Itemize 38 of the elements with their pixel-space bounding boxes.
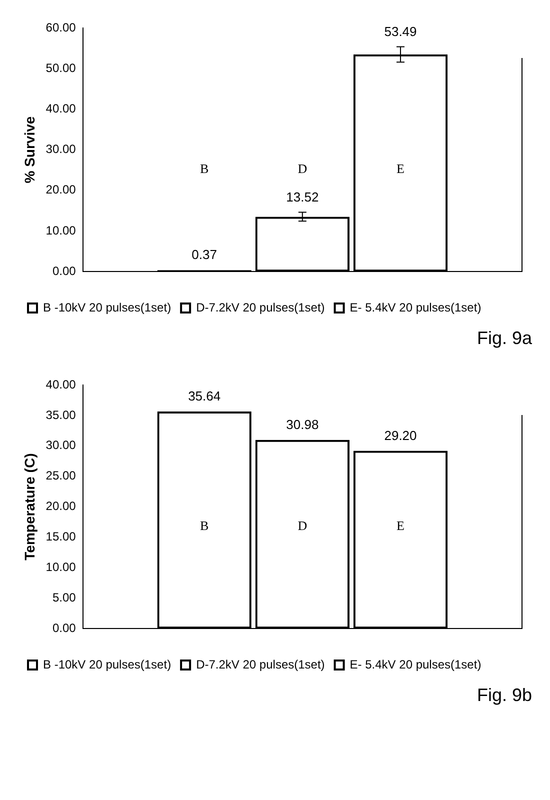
data-label: 35.64 xyxy=(188,388,221,404)
caption: Fig. 9b xyxy=(476,685,533,706)
data-label: 53.49 xyxy=(384,24,417,39)
y-axis-title: Temperature (C) xyxy=(21,453,38,560)
legend-label: B -10kV 20 pulses(1set) xyxy=(43,300,172,314)
y-tick-label: 35.00 xyxy=(46,408,76,422)
legend-label: E- 5.4kV 20 pulses(1set) xyxy=(350,300,482,314)
y-tick-label: 25.00 xyxy=(46,468,76,483)
data-label: 13.52 xyxy=(286,189,319,204)
data-label: 29.20 xyxy=(384,428,417,443)
y-tick-label: 30.00 xyxy=(46,142,76,156)
annotation: D xyxy=(298,161,308,176)
y-tick-label: 0.00 xyxy=(52,620,76,635)
data-label: 30.98 xyxy=(286,417,319,432)
y-axis-title: % Survive xyxy=(21,116,38,184)
y-tick-label: 20.00 xyxy=(46,182,76,197)
data-label: 0.37 xyxy=(192,247,217,262)
annotation: D xyxy=(298,518,308,534)
y-tick-label: 40.00 xyxy=(46,102,76,116)
annotation: E xyxy=(396,518,405,534)
annotation: B xyxy=(200,518,209,534)
y-tick-label: 20.00 xyxy=(46,499,76,514)
legend-label: D-7.2kV 20 pulses(1set) xyxy=(196,300,325,314)
legend-label: D-7.2kV 20 pulses(1set) xyxy=(196,657,325,672)
y-tick-label: 50.00 xyxy=(46,60,76,75)
y-tick-label: 5.00 xyxy=(52,590,76,604)
y-tick-label: 10.00 xyxy=(46,560,76,574)
y-tick-label: 40.00 xyxy=(46,377,76,392)
y-tick-label: 0.00 xyxy=(52,264,76,278)
annotation: B xyxy=(200,161,209,176)
annotation: E xyxy=(396,161,405,176)
legend-label: B -10kV 20 pulses(1set) xyxy=(43,657,172,672)
y-tick-label: 10.00 xyxy=(46,223,76,238)
y-tick-label: 30.00 xyxy=(46,438,76,452)
legend-label: E- 5.4kV 20 pulses(1set) xyxy=(350,657,482,672)
y-tick-label: 15.00 xyxy=(46,530,76,544)
caption: Fig. 9a xyxy=(476,328,533,349)
y-tick-label: 60.00 xyxy=(46,20,76,34)
